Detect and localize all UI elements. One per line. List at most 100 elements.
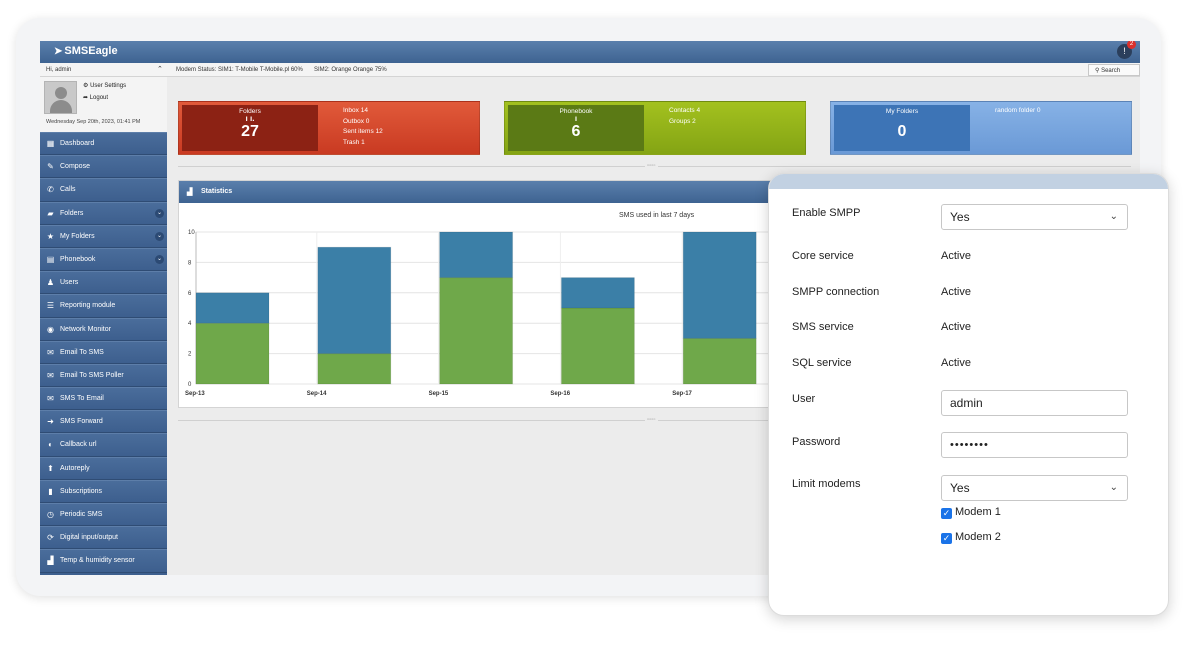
folders-tile[interactable]: Folders ı ı. 27 Inbox 14 Outbox 0 Sent i… [178,101,480,155]
checkmark-icon[interactable]: ✓ [941,508,952,519]
sms-service-status: Active [941,321,971,333]
sidebar-item-dashboard[interactable]: ▦ Dashboard [40,132,167,156]
password-label: Password [792,436,841,448]
drag-handle-icon[interactable]: ▫▫▫▫ [645,163,658,169]
sidebar-item-label: Network Monitor [60,325,111,333]
checkmark-icon[interactable]: ✓ [941,533,952,544]
inbox-count[interactable]: Inbox 14 [343,107,368,114]
gear-icon: ⚙ [83,83,89,89]
sidebar-item-calls[interactable]: ✆ Calls [40,178,167,202]
smpp-settings-card: Enable SMPP Yes ⌄ Core service Active SMP… [768,173,1169,616]
folders-mini-chart-icon: ı ı. [245,114,255,123]
sidebar-item-temp-humidity-sensor[interactable]: ▟ Temp & humidity sensor [40,549,167,573]
sidebar-item-label: Compose [60,163,90,171]
chart-title: SMS used in last 7 days [619,212,695,219]
sidebar-item-label: Dashboard [60,140,95,147]
sidebar-item-callback-url[interactable]: ◐ Callback url [40,433,167,457]
user-settings-link[interactable]: ⚙ User Settings [83,82,126,89]
modem-2-label: Modem 2 [955,531,1001,543]
bar-segment-2 [560,277,635,309]
greeting: Hi, admin [46,67,72,73]
folders-breakdown: Inbox 14 Outbox 0 Sent items 12 Trash 1 [343,106,383,148]
panel-divider-bottom: ▫▫▫▫ [178,417,1131,423]
card-header-strip [769,174,1168,189]
status-bar: Hi, admin ⌃ Modem Status: SIM1: T-Mobile… [40,63,1140,77]
sidebar-item-email-to-sms[interactable]: ✉ Email To SMS [40,340,167,364]
chevron-up-icon[interactable]: ⌃ [157,66,163,73]
sidebar-item-reporting-module[interactable]: ☰ Reporting module [40,294,167,318]
modem-status-sim2: SIM2: Orange Orange 75% [314,67,387,73]
sidebar-item-email-to-sms-poller[interactable]: ✉ Email To SMS Poller [40,363,167,388]
arrow-up-icon: ⬆ [47,463,54,473]
my-folders-counter: My Folders 0 [834,105,970,151]
sidebar-item-sms-forward[interactable]: ➜ SMS Forward [40,410,167,434]
user-input[interactable]: admin [941,390,1128,416]
x-tick-label: Sep-16 [550,391,570,397]
chevron-down-icon[interactable]: ⌄ [155,254,164,264]
chevron-down-icon[interactable]: ⌄ [155,208,164,218]
logout-icon: ➦ [83,95,89,101]
notifications-icon[interactable]: ! 2 [1117,41,1136,59]
logout-link[interactable]: ➦ Logout [83,94,108,101]
sidebar-item-digital-input-output[interactable]: ⟳ Digital input/output [40,526,167,550]
dashboard-icon: ▦ [46,139,55,148]
y-tick-label: 0 [188,382,192,388]
phone-icon: ✆ [47,185,54,195]
sidebar-item-label: Temp & humidity sensor [60,557,135,565]
bar-segment-1 [439,277,514,385]
enable-smpp-select[interactable]: Yes ⌄ [941,204,1128,230]
password-input[interactable]: •••••••• [941,432,1128,458]
outbox-count[interactable]: Outbox 0 [343,117,370,125]
user-settings-label: User Settings [90,83,127,89]
sidebar-item-folders[interactable]: ▰ Folders ⌄ [40,201,167,225]
sidebar-item-compose[interactable]: ✎ Compose [40,155,167,179]
sidebar-nav: ▦ Dashboard ✎ Compose ✆ Calls ▰ Folders ⌄ ★ My Fol… [40,132,167,573]
sent-items-count[interactable]: Sent items 12 [343,128,383,135]
sidebar-item-users[interactable]: ♟ Users [40,271,167,295]
sidebar-item-autoreply[interactable]: ⬆ Autoreply [40,456,167,480]
y-tick-label: 2 [188,352,192,358]
phonebook-breakdown: Contacts 4 Groups 2 [669,106,700,127]
trash-count[interactable]: Trash 1 [343,138,365,146]
sidebar-item-network-monitor[interactable]: ◉ Network Monitor [40,317,167,341]
search-button[interactable]: ⚲ Search [1088,64,1140,76]
sidebar-item-label: Callback url [60,441,97,449]
gauge-icon: ◉ [47,324,54,334]
contacts-count[interactable]: Contacts 4 [669,107,701,114]
phonebook-tile-title: Phonebook [559,108,593,115]
sidebar-item-my-folders[interactable]: ★ My Folders ⌄ [40,224,167,248]
modem-1-checkbox[interactable]: ✓ Modem 1 [941,506,1001,519]
limit-modems-select[interactable]: Yes ⌄ [941,475,1128,501]
sidebar-item-phonebook[interactable]: ▤ Phonebook ⌄ [40,247,167,272]
phonebook-count: 6 [571,123,581,140]
bar-segment-2 [195,292,270,324]
folders-tile-title: Folders [239,108,261,115]
user-input-value: admin [950,396,983,410]
core-service-label: Core service [792,250,854,262]
sidebar-item-label: SMS Forward [60,418,103,426]
sidebar-item-label: Folders [60,209,84,217]
y-tick-label: 6 [188,291,192,297]
my-folders-tile[interactable]: My Folders 0 random folder 0 [830,101,1132,155]
modem-2-checkbox[interactable]: ✓ Modem 2 [941,531,1001,544]
limit-modems-value: Yes [950,481,970,495]
my-folders-breakdown: random folder 0 [995,106,1041,117]
chevron-down-icon[interactable]: ⌄ [155,231,164,241]
top-bar: ➤ SMSEagle ! 2 [40,41,1140,63]
phonebook-tile[interactable]: Phonebook ı 6 Contacts 4 Groups 2 [504,101,806,155]
sidebar-item-subscriptions[interactable]: ▮ Subscriptions [40,479,167,503]
sidebar-item-label: Users [60,279,79,287]
x-tick-label: Sep-15 [429,391,449,397]
drag-handle-icon[interactable]: ▫▫▫▫ [645,417,658,423]
sidebar-item-label: Email To SMS [60,348,104,356]
sidebar-item-sms-to-email[interactable]: ✉ SMS To Email [40,387,167,411]
panel-divider: ▫▫▫▫ [178,163,1131,169]
bar-chart-icon: ▟ [47,556,54,566]
random-folder-count[interactable]: random folder 0 [995,107,1041,114]
chevron-down-icon: ⌄ [1109,211,1118,222]
sidebar-item-label: SMS To Email [60,395,104,403]
y-tick-label: 10 [188,230,195,236]
brand-logo[interactable]: ➤ SMSEagle [54,45,118,57]
groups-count[interactable]: Groups 2 [669,117,696,125]
sidebar-item-periodic-sms[interactable]: ◷ Periodic SMS [40,503,167,527]
